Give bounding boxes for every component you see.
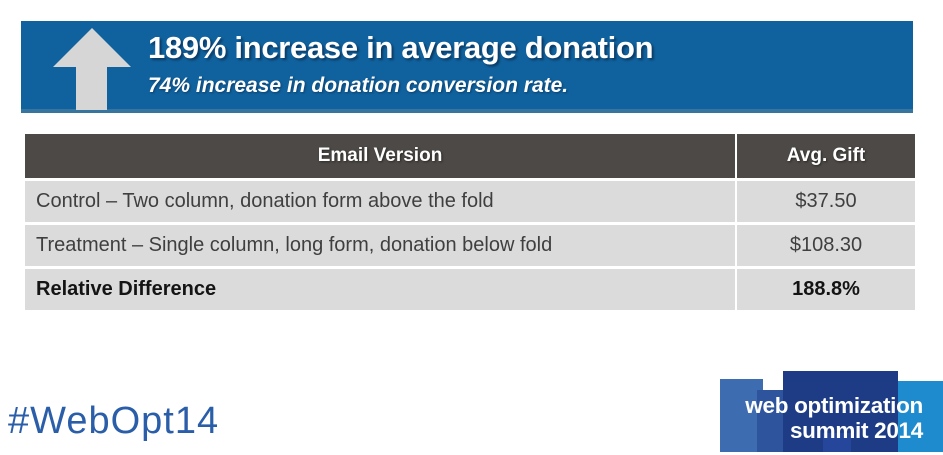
column-header-email-version: Email Version <box>25 134 735 178</box>
logo-block <box>823 433 851 452</box>
column-header-avg-gift: Avg. Gift <box>737 134 915 178</box>
table-header-row: Email Version Avg. Gift <box>25 134 915 178</box>
hashtag-text: #WebOpt14 <box>8 400 220 442</box>
logo-block <box>757 390 783 452</box>
logo-block <box>898 381 943 452</box>
table-row-control: Control – Two column, donation form abov… <box>25 181 915 222</box>
banner-subtitle: 74% increase in donation conversion rate… <box>148 74 569 97</box>
logo-line-1: web optimization <box>745 393 923 418</box>
logo-text: web optimization summit 2014 <box>745 393 923 444</box>
logo-line-2: summit 2014 <box>789 417 923 443</box>
logo-block <box>720 379 763 452</box>
banner-title: 189% increase in average donation <box>148 30 654 65</box>
cell-avg-gift: $37.50 <box>737 181 915 222</box>
cell-email-version: Treatment – Single column, long form, do… <box>25 225 735 266</box>
header-banner: 189% increase in average donation 74% in… <box>21 21 913 113</box>
up-arrow-icon <box>50 26 134 112</box>
table-row-relative-difference: Relative Difference 188.8% <box>25 269 915 310</box>
results-table: Email Version Avg. Gift Control – Two co… <box>25 134 915 313</box>
cell-avg-gift: 188.8% <box>737 269 915 310</box>
cell-email-version: Control – Two column, donation form abov… <box>25 181 735 222</box>
table-row-treatment: Treatment – Single column, long form, do… <box>25 225 915 266</box>
cell-email-version: Relative Difference <box>25 269 735 310</box>
summit-logo: web optimization summit 2014 <box>720 371 943 452</box>
cell-avg-gift: $108.30 <box>737 225 915 266</box>
